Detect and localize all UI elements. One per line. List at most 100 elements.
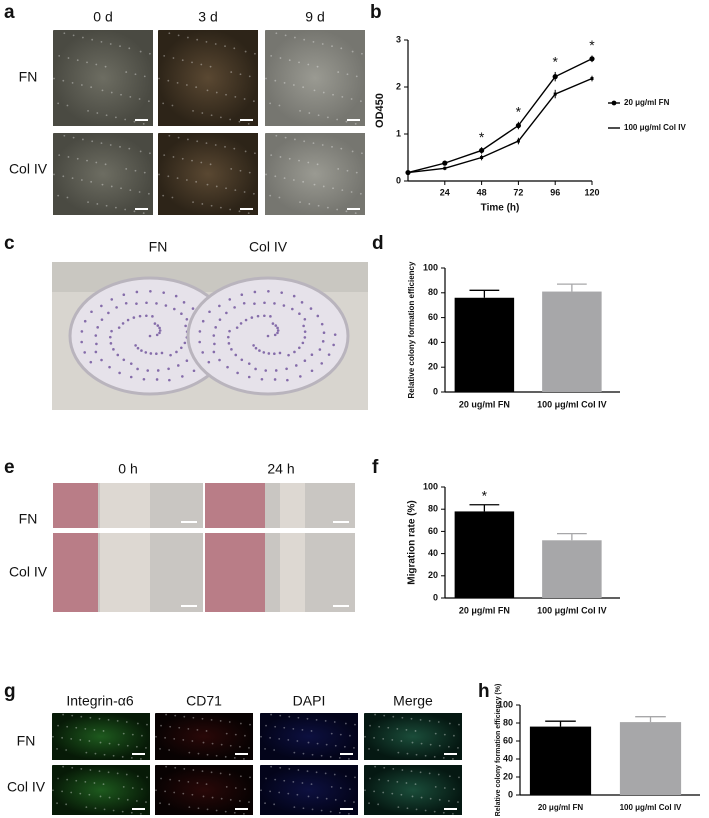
colony: [132, 316, 136, 319]
colony: [122, 358, 126, 362]
x-tick-label: 20 μg/ml FN: [459, 605, 510, 615]
speck: [215, 185, 218, 188]
colony: [155, 333, 159, 337]
micrograph: [265, 30, 365, 126]
scratch: [100, 483, 150, 528]
speck: [351, 50, 354, 53]
y-tick-label: 40: [428, 548, 438, 558]
colony: [276, 326, 279, 330]
speck: [270, 713, 273, 716]
speck: [162, 102, 165, 105]
speck: [405, 782, 408, 784]
colony: [162, 291, 165, 294]
point: [406, 171, 410, 175]
speck: [334, 798, 337, 801]
column-header: 0 d: [93, 9, 112, 25]
speck: [88, 793, 91, 796]
speck: [279, 766, 282, 769]
speck: [410, 717, 413, 720]
speck: [458, 723, 460, 726]
annotation: *: [479, 129, 485, 145]
colony: [227, 342, 231, 345]
speck: [98, 770, 101, 773]
speck: [355, 171, 358, 174]
speck: [274, 778, 277, 781]
speck: [185, 179, 188, 181]
colony: [158, 329, 162, 332]
speck: [419, 718, 422, 721]
speck: [169, 725, 172, 728]
speck: [321, 144, 324, 146]
colony: [303, 336, 307, 339]
speck: [146, 723, 148, 726]
speck: [429, 797, 432, 800]
speck: [302, 180, 305, 183]
speck: [163, 154, 166, 157]
colony: [327, 353, 331, 356]
colony: [140, 349, 143, 352]
speck: [320, 809, 323, 812]
speck: [219, 116, 222, 119]
speck: [165, 713, 168, 716]
colony: [156, 324, 160, 327]
speck: [453, 788, 455, 791]
speck: [233, 147, 236, 150]
speck: [301, 782, 304, 784]
speck: [229, 118, 232, 121]
row-label: FN: [19, 511, 38, 527]
speck: [201, 770, 204, 773]
speck: [308, 203, 311, 205]
speck: [52, 132, 54, 134]
speck: [131, 733, 134, 736]
speck: [225, 732, 228, 735]
speck: [234, 189, 237, 192]
speck: [70, 737, 73, 740]
colony: [247, 362, 251, 365]
speck: [293, 138, 296, 141]
speck: [181, 59, 184, 62]
speck: [321, 43, 324, 45]
speck: [87, 109, 89, 112]
speck: [62, 765, 65, 768]
speck: [308, 112, 311, 114]
speck: [182, 739, 185, 741]
speck: [315, 718, 318, 721]
speck: [420, 796, 423, 799]
speck: [87, 201, 89, 204]
point: [553, 92, 557, 96]
speck: [238, 745, 241, 748]
speck: [369, 777, 371, 780]
speck: [162, 194, 165, 197]
colony: [280, 291, 283, 294]
colony: [310, 353, 314, 357]
speck: [225, 93, 227, 96]
speck: [351, 150, 354, 153]
speck: [374, 713, 377, 716]
speck: [125, 773, 128, 776]
speck: [382, 791, 385, 794]
speck: [109, 144, 112, 146]
speck: [168, 749, 171, 751]
colony: [108, 335, 112, 339]
speck: [191, 61, 193, 64]
stain: [205, 483, 265, 528]
y-tick-label: 100: [498, 699, 513, 709]
speck: [274, 79, 277, 82]
speck: [71, 81, 74, 84]
speck: [336, 118, 339, 121]
speck: [209, 65, 212, 68]
bar: [529, 726, 592, 795]
speck: [206, 808, 209, 811]
speck: [344, 722, 347, 725]
speck: [279, 714, 282, 717]
colony: [134, 344, 137, 347]
speck: [101, 183, 104, 186]
speck: [63, 134, 66, 137]
colony: [303, 330, 307, 333]
colony: [309, 307, 313, 310]
speck: [288, 59, 291, 62]
speck: [332, 93, 334, 96]
speck: [98, 717, 101, 720]
speck: [154, 764, 156, 766]
micrograph: [53, 133, 153, 215]
